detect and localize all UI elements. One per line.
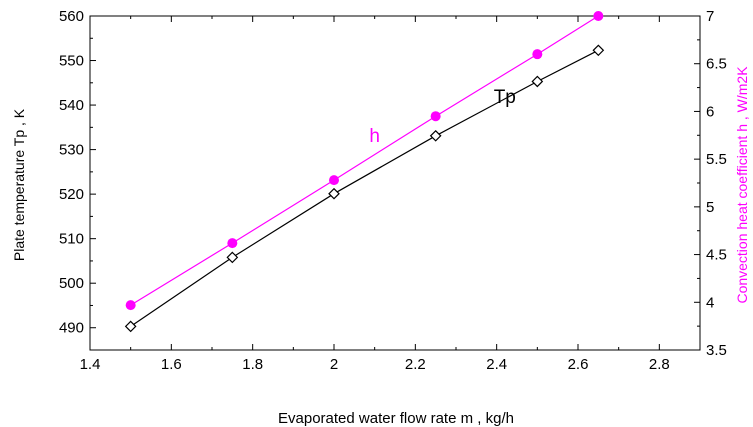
right-axis-ticks: 3.5 4 4.5 5 5.5 6 6.5 7 — [694, 8, 727, 359]
left-tick-label: 550 — [59, 53, 84, 70]
right-tick-label: 6.5 — [706, 56, 727, 73]
data-point-h — [593, 11, 604, 21]
right-tick-label: 6 — [706, 103, 714, 120]
left-tick-label: 500 — [59, 275, 84, 292]
data-point-Tp — [429, 129, 442, 142]
series-label-Tp: Tp — [494, 87, 516, 108]
plot-area — [89, 15, 701, 351]
series-layer: Tp h — [124, 11, 605, 333]
series-label-h: h — [369, 126, 380, 147]
left-tick-label: 490 — [59, 320, 84, 337]
x-tick-label: 2 — [330, 356, 338, 373]
plot-frame — [89, 15, 701, 351]
x-tick-label: 1.8 — [242, 356, 263, 373]
series-line-h — [130, 15, 599, 306]
data-point-h — [430, 111, 441, 122]
x-axis-ticks: 1.4 1.6 1.8 2 2.2 2.4 2.6 2.8 — [80, 16, 670, 373]
left-axis-label: Plate temperature Tp , K — [11, 108, 27, 261]
right-axis-label: Convection heat coefficient h , W/m2K — [734, 66, 750, 304]
x-tick-label: 2.8 — [649, 356, 670, 373]
left-tick-label: 560 — [59, 8, 84, 25]
right-tick-label: 4 — [706, 294, 714, 311]
data-point-Tp — [592, 44, 605, 57]
right-tick-label: 5.5 — [706, 151, 727, 168]
data-point-Tp — [124, 320, 137, 333]
right-tick-label: 4.5 — [706, 247, 727, 264]
data-point-h — [532, 49, 543, 60]
left-tick-label: 510 — [59, 231, 84, 248]
x-tick-label: 2.6 — [568, 356, 589, 373]
data-point-h — [227, 238, 238, 249]
data-point-h — [329, 175, 339, 186]
x-tick-label: 2.2 — [405, 356, 426, 373]
data-point-Tp — [328, 187, 340, 200]
left-tick-label: 520 — [59, 186, 84, 203]
x-tick-label: 1.4 — [80, 356, 101, 373]
data-point-Tp — [226, 251, 239, 264]
left-tick-label: 530 — [59, 142, 84, 159]
left-tick-label: 540 — [59, 97, 84, 114]
right-tick-label: 7 — [706, 8, 714, 25]
series-line-Tp — [130, 49, 599, 327]
right-tick-label: 3.5 — [706, 342, 727, 359]
left-axis-ticks: 490 500 510 520 530 540 550 560 — [59, 8, 96, 351]
data-point-h — [125, 300, 136, 311]
x-tick-label: 2.4 — [486, 356, 507, 373]
x-axis-label: Evaporated water flow rate m , kg/h — [278, 410, 514, 427]
data-point-Tp — [531, 75, 544, 88]
x-tick-label: 1.6 — [161, 356, 182, 373]
right-tick-label: 5 — [706, 199, 714, 216]
